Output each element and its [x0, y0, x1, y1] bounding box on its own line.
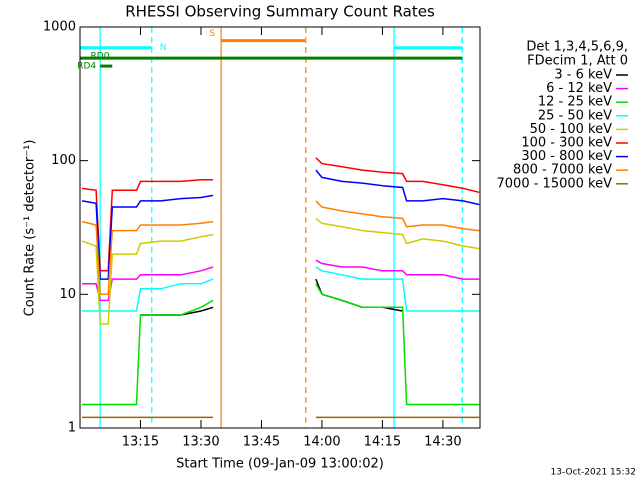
legend-label: 12 - 25 keV [538, 95, 612, 110]
legend-label: 800 - 7000 keV [513, 163, 612, 178]
series-line [81, 169, 480, 280]
chart-title: RHESSI Observing Summary Count Rates [125, 3, 435, 21]
series-line [81, 157, 480, 272]
x-tick-label: 13:45 [243, 435, 280, 450]
series-line [82, 259, 480, 302]
legend-title: Det 1,3,4,5,6,9, [526, 40, 628, 55]
legend-label: 3 - 6 keV [554, 68, 612, 83]
x-tick-label: 14:30 [424, 435, 461, 450]
legend-label: 100 - 300 keV [521, 136, 612, 151]
series-line [82, 266, 480, 312]
series-line [81, 217, 480, 325]
legend-label: 7000 - 15000 keV [497, 176, 613, 191]
legend-label: 25 - 50 keV [538, 108, 612, 123]
y-tick-label: 10 [59, 287, 76, 302]
interval-label: N [160, 43, 167, 53]
x-axis-label: Start Time (09-Jan-09 13:00:02) [176, 457, 384, 472]
x-tick-label: 13:30 [182, 435, 219, 450]
legend-label: 300 - 800 keV [521, 149, 612, 164]
x-tick-label: 14:00 [303, 435, 340, 450]
legend-title: FDecim 1, Att 0 [527, 54, 628, 69]
y-tick-label: 1000 [43, 20, 76, 35]
y-tick-label: 100 [51, 153, 76, 168]
y-tick-label: 1 [68, 421, 76, 436]
interval-label: S [209, 29, 215, 39]
series-line [81, 200, 480, 296]
legend-label: 50 - 100 keV [530, 122, 613, 137]
x-tick-label: 14:15 [364, 435, 401, 450]
legend-label: 6 - 12 keV [546, 81, 612, 96]
footer: 13-Oct-2021 15:32 [551, 468, 636, 478]
plot-frame [79, 26, 481, 429]
x-tick-label: 13:15 [122, 435, 159, 450]
interval-label: RD4 [77, 62, 96, 72]
interval-label: RD0 [91, 52, 110, 62]
y-axis-label: Count Rate (s⁻¹ detector⁻¹) [23, 140, 38, 317]
series-line [82, 283, 480, 406]
